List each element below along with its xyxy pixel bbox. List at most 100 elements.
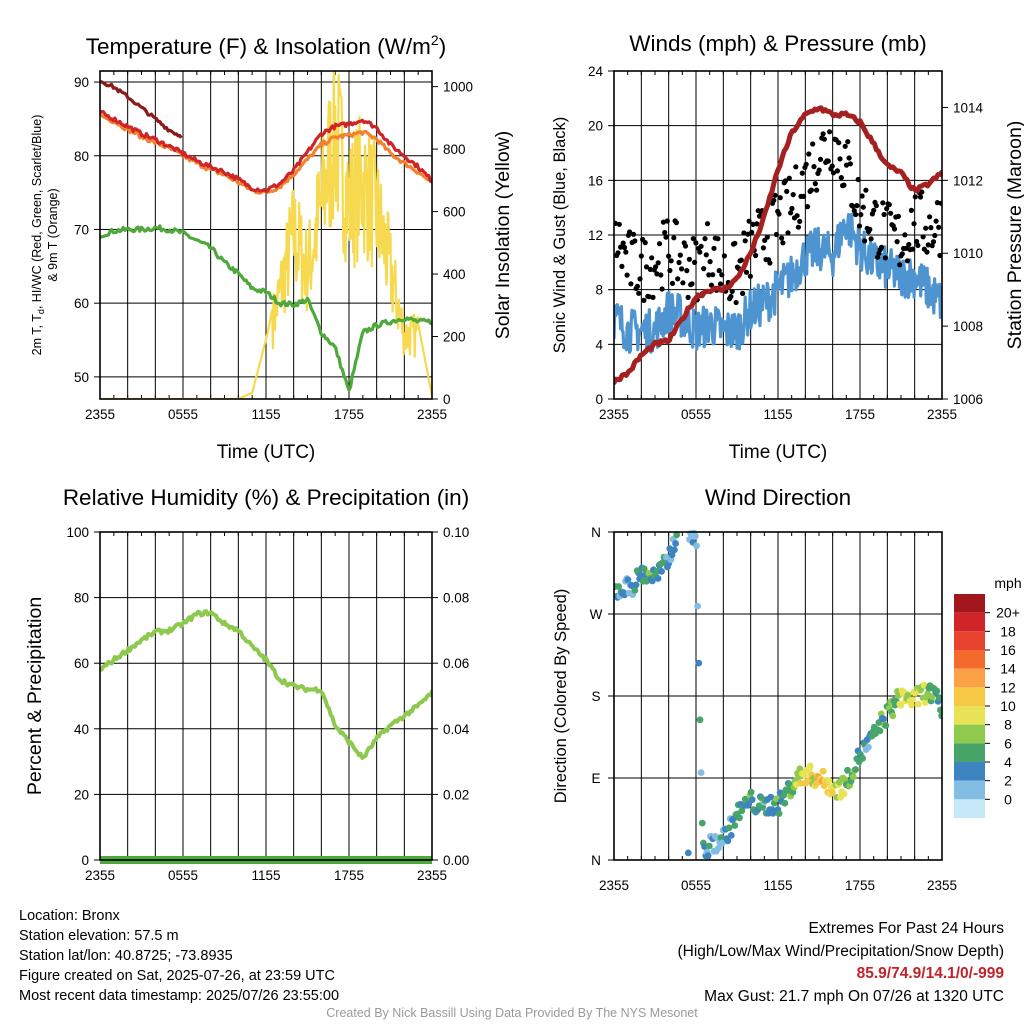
created-text: Figure created on Sat, 2025-07-26, at 23… (19, 968, 335, 984)
gust-point (685, 294, 691, 300)
direction-point (825, 777, 833, 785)
direction-point (876, 727, 884, 735)
gust-point (642, 240, 648, 246)
gust-point (937, 252, 942, 259)
y2-tick-label: 1000 (443, 80, 473, 95)
gust-point (838, 175, 844, 181)
gust-point (636, 290, 642, 296)
direction-point (909, 696, 916, 704)
gust-point (647, 266, 654, 272)
y2-tick-label: 600 (443, 205, 466, 220)
gust-point (643, 264, 650, 270)
gust-point (856, 223, 863, 229)
gust-point (788, 210, 794, 216)
x-tick-label: 2355 (85, 407, 115, 422)
gust-point (850, 203, 856, 209)
gust-point (667, 267, 673, 274)
gust-point (904, 258, 911, 264)
gust-point (630, 231, 637, 237)
x-tick-label: 1155 (251, 868, 280, 883)
y2-tick-label: 1014 (953, 100, 984, 115)
y2-tick-label: 800 (443, 142, 466, 157)
gust-point (741, 230, 747, 236)
direction-point (645, 569, 653, 577)
y-tick-label: 8 (595, 283, 603, 298)
direction-point (935, 694, 942, 702)
legend-swatch (954, 762, 985, 781)
plot-border (613, 70, 943, 400)
gust-point (919, 189, 925, 195)
direction-point (705, 842, 713, 850)
gust-point (794, 213, 800, 219)
direction-point (928, 693, 936, 701)
direction-point (849, 773, 857, 781)
direction-point (748, 796, 756, 804)
direction-point (781, 799, 789, 807)
x-tick-label: 2355 (927, 878, 957, 893)
gust-point (620, 240, 626, 246)
legend-label: 18 (1000, 623, 1016, 639)
x-tick-label: 0555 (168, 407, 198, 422)
gust-point (827, 129, 833, 135)
series-solar-insolation (100, 71, 432, 399)
gust-point (868, 236, 874, 242)
gust-point (915, 242, 921, 248)
max-gust-text: Max Gust: 21.7 mph On 07/26 at 1320 UTC (704, 987, 1004, 1005)
gust-point (854, 203, 860, 209)
gust-point (829, 163, 835, 169)
humidity-title: Relative Humidity (%) & Precipitation (i… (63, 485, 469, 510)
gust-point (881, 211, 887, 218)
gust-point (814, 187, 820, 193)
gust-point (811, 164, 817, 170)
x-tick-label: 1755 (334, 407, 364, 422)
direction-ylabel-left: Direction (Colored By Speed) (552, 589, 570, 804)
direction-point (654, 575, 662, 582)
gust-point (911, 221, 917, 227)
winds-xlabel: Time (UTC) (729, 442, 828, 463)
gust-point (721, 253, 728, 259)
gust-point (656, 241, 663, 247)
gust-point (669, 280, 676, 286)
direction-point (938, 712, 942, 720)
gust-point (858, 212, 864, 218)
gust-point (773, 231, 780, 238)
direction-point (819, 767, 827, 775)
gust-point (938, 200, 942, 206)
gust-point (871, 207, 877, 213)
x-tick-label: 1155 (251, 407, 280, 422)
gust-point (837, 156, 843, 162)
direction-point (844, 766, 851, 774)
gust-point (673, 220, 680, 226)
direction-point (747, 788, 755, 796)
gust-point (927, 214, 933, 220)
series-station-pressure (614, 105, 942, 386)
gust-point (910, 246, 916, 252)
elevation-text: Station elevation: 57.5 m (19, 928, 179, 944)
y-tick-label: 100 (66, 525, 89, 540)
gust-point (743, 269, 750, 275)
gust-point (760, 245, 767, 251)
gust-point (750, 221, 756, 227)
x-tick-label: 0555 (681, 407, 711, 422)
direction-point (921, 699, 929, 706)
direction-series (614, 529, 942, 860)
gust-point (821, 136, 828, 142)
gust-point (841, 182, 847, 188)
gust-point (855, 176, 861, 183)
gust-point (686, 256, 693, 262)
direction-point (718, 839, 726, 847)
direction-point (715, 844, 722, 852)
gust-point (817, 156, 824, 162)
direction-point (727, 832, 735, 839)
y-tick-label: 60 (74, 296, 89, 311)
gust-point (797, 218, 803, 224)
gust-point (698, 243, 704, 249)
gust-point (680, 280, 686, 286)
gust-point (677, 252, 683, 258)
gust-point (933, 218, 939, 224)
y-tick-label: 60 (74, 656, 89, 671)
direction-point (704, 852, 712, 860)
gust-point (812, 181, 818, 187)
gust-point (908, 207, 915, 213)
direction-point (725, 824, 733, 832)
